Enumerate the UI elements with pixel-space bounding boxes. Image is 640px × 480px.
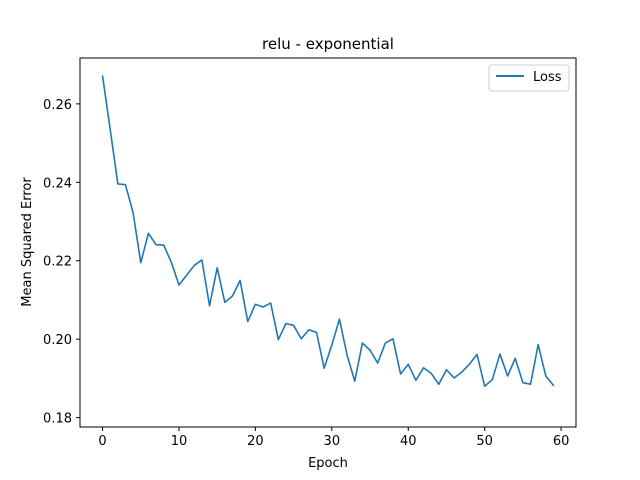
y-tick-label: 0.24	[43, 176, 72, 191]
x-tick-label: 30	[324, 434, 341, 449]
x-axis-ticks: 0 10 20 30 40 50 60	[98, 427, 569, 449]
x-axis-label: Epoch	[308, 456, 348, 471]
x-tick-label: 20	[247, 434, 264, 449]
chart-title: relu - exponential	[262, 35, 394, 53]
x-tick-label: 10	[171, 434, 188, 449]
y-axis-ticks: 0.18 0.20 0.22 0.24 0.26	[43, 98, 80, 427]
plot-area	[80, 58, 576, 427]
y-tick-label: 0.26	[43, 98, 72, 113]
plot-frame	[79, 57, 577, 428]
x-tick-label: 0	[98, 434, 106, 449]
y-tick-label: 0.22	[43, 255, 72, 270]
x-tick-label: 40	[400, 434, 417, 449]
series-line-loss	[101, 75, 555, 388]
y-tick-label: 0.18	[43, 412, 72, 427]
legend: Loss	[488, 64, 570, 92]
y-tick-label: 0.20	[43, 333, 72, 348]
legend-box	[488, 64, 570, 92]
x-tick-label: 50	[476, 434, 493, 449]
y-axis-label: Mean Squared Error	[20, 177, 35, 307]
x-tick-label: 60	[553, 434, 570, 449]
series-layer	[101, 75, 555, 388]
legend-label-loss: Loss	[533, 70, 562, 85]
